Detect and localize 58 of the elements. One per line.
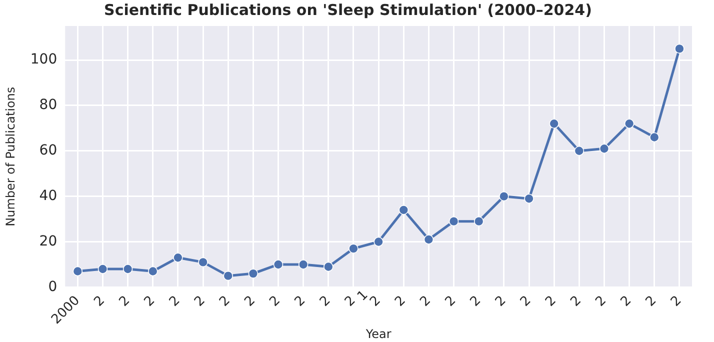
point: [599, 144, 610, 154]
point: [148, 266, 158, 276]
x-tick-label: 2: [242, 293, 258, 310]
x-tick-label: 2: [392, 293, 409, 310]
x-tick-label: 2: [367, 293, 384, 310]
point: [574, 146, 584, 156]
point: [72, 266, 83, 276]
point: [448, 216, 459, 226]
y-tick-label: 60: [39, 142, 58, 159]
point: [374, 236, 384, 247]
x-tick-label: 2: [468, 293, 484, 310]
x-tick-label: 2: [166, 293, 184, 310]
y-tick-label: 0: [48, 278, 58, 295]
y-tick-label: 80: [39, 97, 58, 114]
point: [298, 260, 308, 270]
point: [524, 194, 534, 204]
point: [198, 257, 208, 268]
x-tick-label: 2: [91, 293, 108, 310]
x-tick-label: 2: [292, 293, 309, 310]
point: [273, 260, 284, 270]
x-tick-label: 2: [618, 293, 635, 310]
point: [98, 264, 108, 274]
x-tick-label: 2: [668, 293, 685, 310]
point: [324, 262, 334, 272]
y-axis-title: Number of Publications: [3, 86, 18, 226]
point: [549, 118, 559, 129]
point: [122, 264, 133, 274]
y-tick-label: 40: [39, 188, 58, 204]
x-tick-label: 2: [192, 293, 208, 310]
chart-title: Scientific Publications on 'Sleep Stimulation' (2000–2024): [104, 0, 592, 19]
x-tick-label: 2: [568, 293, 584, 310]
x-tick-label: 2: [216, 293, 234, 310]
point: [474, 216, 484, 226]
x-tick-label: 2: [417, 293, 434, 310]
point: [424, 234, 434, 244]
x-tick-label: 2: [142, 293, 158, 310]
y-tick-label: 100: [30, 52, 58, 68]
point: [674, 44, 684, 54]
point: [649, 132, 660, 142]
x-tick-label: 2: [116, 293, 134, 310]
point: [173, 252, 183, 263]
point: [398, 205, 409, 215]
point: [499, 191, 509, 202]
x-tick-label: 2: [442, 293, 459, 310]
point: [248, 268, 258, 278]
x-tick-label: 2: [592, 293, 610, 310]
x-tick-label: 2: [518, 293, 534, 310]
x-tick-label: 2: [342, 293, 359, 310]
x-axis-title: Year: [364, 326, 392, 341]
point: [348, 244, 358, 254]
point: [223, 270, 234, 281]
x-tick-label: 2: [317, 293, 334, 310]
x-tick-label: 2: [542, 293, 560, 310]
x-tick-label: 2: [267, 293, 284, 310]
point: [624, 118, 634, 129]
x-tick-label: 2: [492, 293, 510, 310]
x-tick-label: 2: [643, 293, 660, 310]
y-tick-label: 20: [39, 233, 58, 250]
